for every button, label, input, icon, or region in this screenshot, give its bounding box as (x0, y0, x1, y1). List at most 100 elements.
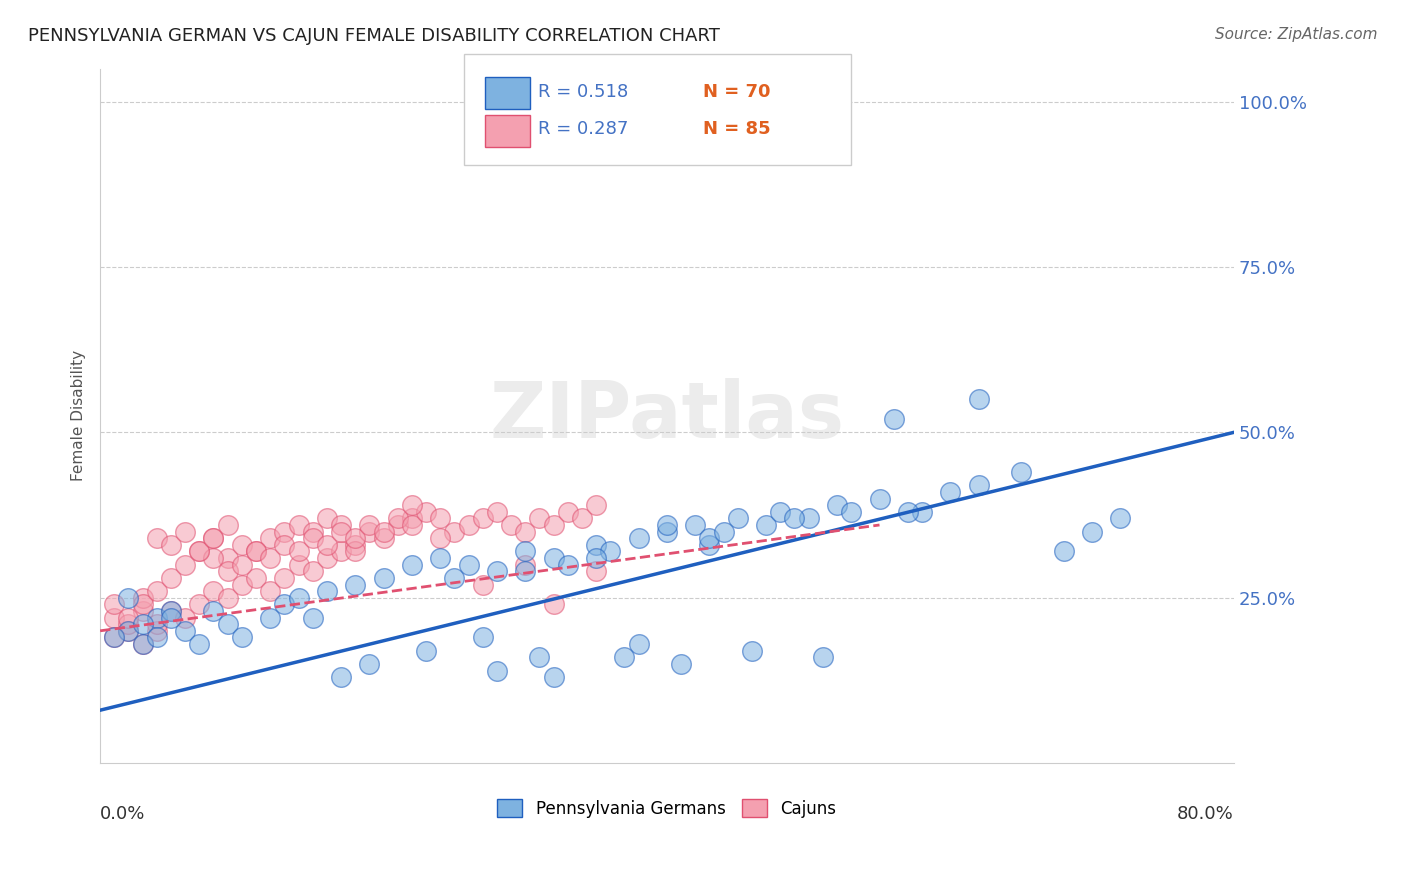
Point (231, 577, 253, 591)
Point (188, 544, 211, 558)
Point (1053, 544, 1076, 558)
Point (825, 498, 848, 512)
Point (967, 392, 990, 407)
Point (117, 624, 139, 638)
Point (727, 511, 749, 525)
Point (174, 624, 197, 638)
Point (231, 631, 253, 645)
Point (599, 544, 621, 558)
Point (344, 538, 367, 552)
Point (755, 518, 778, 533)
Point (557, 505, 579, 519)
Point (174, 524, 197, 539)
Text: 80.0%: 80.0% (1177, 805, 1234, 822)
Point (202, 584, 225, 599)
Point (188, 544, 211, 558)
Point (287, 591, 309, 605)
Point (202, 531, 225, 545)
Point (797, 511, 820, 525)
Point (202, 551, 225, 566)
Point (499, 518, 522, 533)
Point (217, 564, 239, 578)
Point (699, 538, 721, 552)
Point (103, 598, 125, 612)
Point (543, 598, 565, 612)
Point (939, 484, 962, 499)
Point (543, 518, 565, 533)
Point (401, 511, 423, 525)
Point (883, 412, 905, 426)
Point (1109, 511, 1132, 525)
Point (103, 631, 125, 645)
Point (529, 511, 551, 525)
Point (457, 558, 479, 572)
Point (160, 538, 183, 552)
Point (273, 571, 295, 585)
Point (259, 551, 281, 566)
Point (344, 531, 367, 545)
Point (217, 591, 239, 605)
Point (429, 551, 451, 566)
Point (699, 531, 721, 545)
Point (287, 518, 309, 533)
Point (571, 511, 593, 525)
Point (471, 577, 494, 591)
Point (202, 604, 225, 618)
Text: PENNSYLVANIA GERMAN VS CAJUN FEMALE DISABILITY CORRELATION CHART: PENNSYLVANIA GERMAN VS CAJUN FEMALE DISA… (28, 27, 720, 45)
Point (146, 631, 169, 645)
Point (627, 637, 650, 651)
Point (359, 657, 381, 671)
Point (174, 610, 197, 624)
Point (613, 650, 636, 665)
Point (585, 538, 607, 552)
Point (117, 617, 139, 632)
Point (344, 544, 367, 558)
Point (231, 538, 253, 552)
Point (415, 505, 437, 519)
Point (713, 524, 735, 539)
Point (1081, 524, 1104, 539)
Text: Source: ZipAtlas.com: Source: ZipAtlas.com (1215, 27, 1378, 42)
Point (245, 544, 267, 558)
Point (330, 544, 353, 558)
Point (373, 571, 395, 585)
Text: 0.0%: 0.0% (100, 805, 145, 822)
Point (429, 531, 451, 545)
Point (117, 610, 139, 624)
Text: N = 85: N = 85 (703, 120, 770, 138)
Y-axis label: Female Disability: Female Disability (72, 351, 86, 482)
Point (160, 604, 183, 618)
Point (897, 505, 920, 519)
Point (869, 491, 891, 506)
Point (585, 564, 607, 578)
Point (273, 538, 295, 552)
Point (485, 505, 508, 519)
Point (245, 571, 267, 585)
Point (315, 511, 337, 525)
Point (103, 610, 125, 624)
Point (131, 617, 153, 632)
Point (387, 511, 409, 525)
Point (373, 531, 395, 545)
Point (188, 598, 211, 612)
Point (655, 524, 678, 539)
Point (330, 670, 353, 684)
Point (131, 598, 153, 612)
Point (387, 518, 409, 533)
Point (188, 637, 211, 651)
Point (627, 531, 650, 545)
Point (117, 624, 139, 638)
Text: R = 0.287: R = 0.287 (538, 120, 628, 138)
Point (103, 631, 125, 645)
Text: R = 0.518: R = 0.518 (538, 83, 628, 101)
Point (429, 511, 451, 525)
Point (485, 664, 508, 678)
Point (330, 518, 353, 533)
Point (839, 505, 862, 519)
Point (344, 577, 367, 591)
Point (146, 584, 169, 599)
Point (131, 604, 153, 618)
Point (301, 524, 323, 539)
Point (401, 518, 423, 533)
Point (471, 631, 494, 645)
